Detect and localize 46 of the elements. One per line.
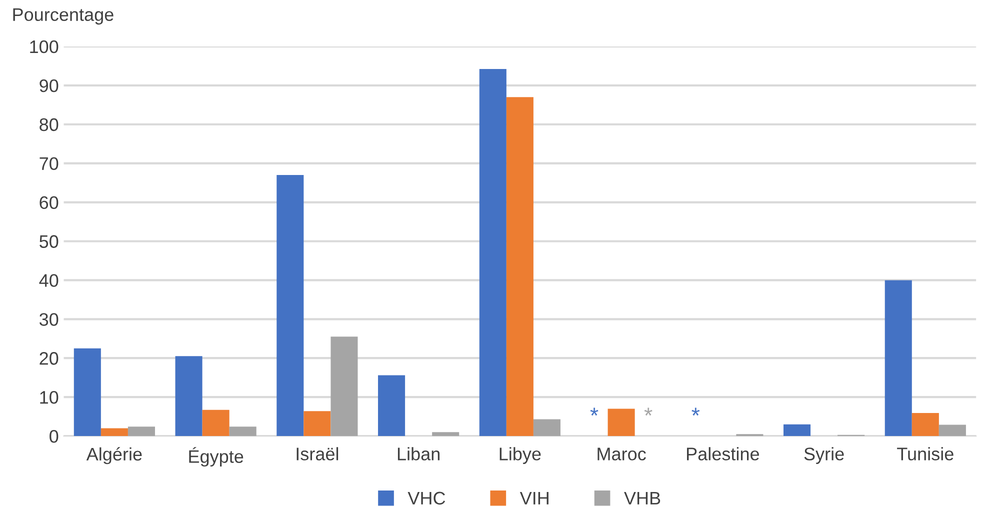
bar	[884, 280, 912, 436]
x-tick-label: Égypte	[189, 447, 244, 467]
legend-label: VHB	[624, 492, 660, 504]
y-tick-label: 60	[40, 196, 58, 209]
legend-label: VIH	[520, 492, 548, 504]
y-tick-label: 0	[50, 430, 58, 443]
y-tick-label: 100	[30, 40, 58, 54]
bar	[128, 426, 155, 436]
bar	[533, 419, 560, 436]
x-tick-label: Libye	[500, 447, 541, 464]
text: *	[692, 408, 700, 416]
bar	[432, 432, 460, 436]
x-tick-label: Syrie	[804, 447, 844, 464]
bar	[506, 97, 534, 436]
x-tick-label: Algérie	[86, 447, 142, 464]
bar	[229, 426, 256, 436]
x-tick-label: Israël	[296, 447, 338, 460]
text: *	[644, 408, 652, 416]
bar	[276, 175, 304, 436]
bar	[175, 356, 202, 436]
bar	[783, 424, 811, 436]
bar	[100, 428, 128, 436]
y-tick-label: 20	[40, 352, 58, 365]
y-tick-label: 40	[39, 274, 58, 287]
y-tick-label: 30	[40, 313, 58, 326]
bar	[608, 408, 635, 436]
y-tick-label: 50	[40, 235, 58, 248]
x-tick-label: Tunisie	[897, 447, 954, 460]
bar	[202, 410, 230, 436]
y-axis-title: Pourcentage	[13, 8, 114, 25]
x-tick-label: Palestine	[687, 447, 760, 460]
y-tick-label: 90	[40, 79, 58, 92]
bar	[479, 69, 506, 436]
x-tick-label: Liban	[398, 447, 440, 460]
bar	[74, 348, 101, 436]
y-tick-label: 80	[40, 118, 58, 132]
x-tick-label: Maroc	[598, 448, 646, 460]
bar	[938, 424, 966, 436]
bar	[378, 375, 406, 436]
y-tick-label: 10	[40, 390, 58, 404]
y-tick-label: 70	[40, 157, 58, 170]
bar	[912, 413, 939, 436]
text: *	[590, 408, 598, 416]
bar	[330, 336, 358, 436]
bar	[304, 411, 331, 436]
legend-label: VHC	[408, 492, 446, 505]
